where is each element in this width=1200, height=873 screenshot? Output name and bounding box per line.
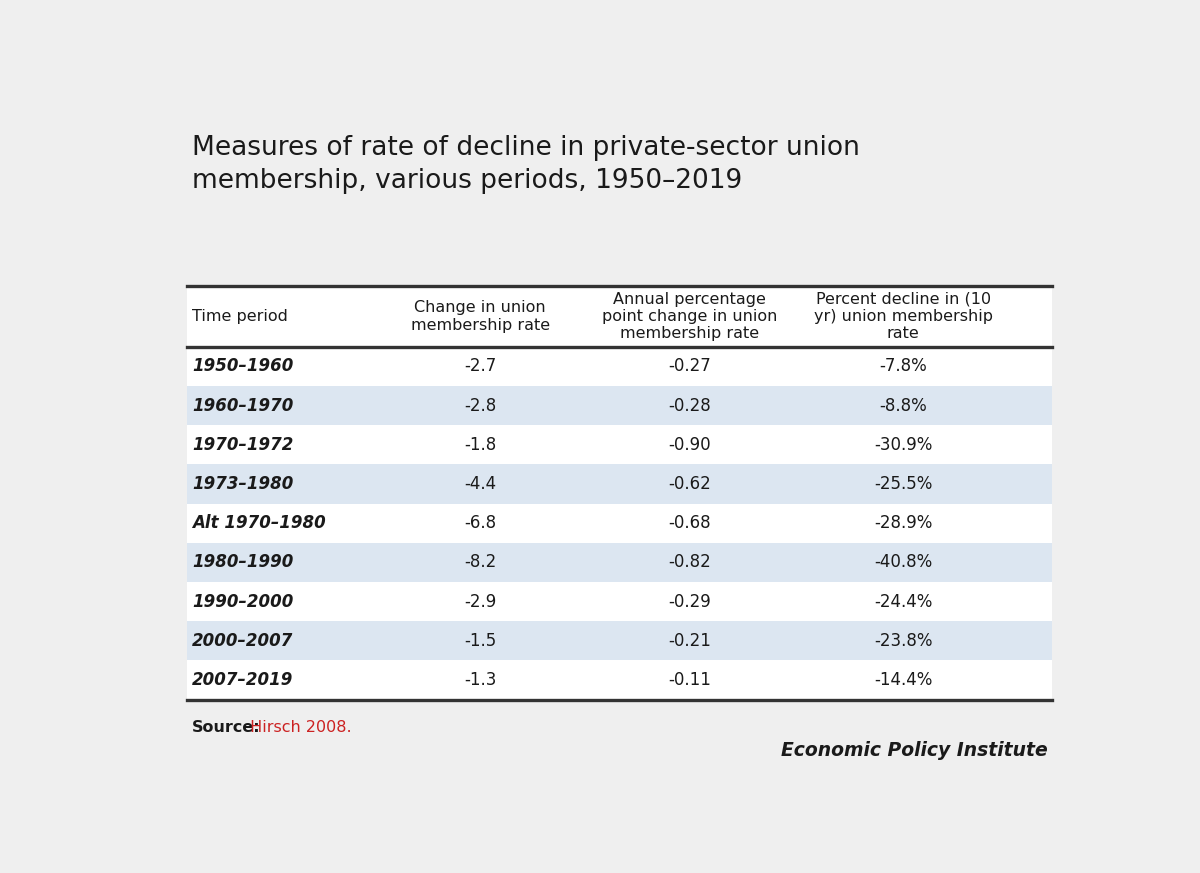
Text: -2.7: -2.7 [464, 357, 497, 375]
Text: -6.8: -6.8 [464, 514, 497, 533]
Text: Source:: Source: [192, 720, 260, 735]
Text: Time period: Time period [192, 309, 288, 324]
Text: 2007–2019: 2007–2019 [192, 671, 293, 689]
Bar [187, 543, 1052, 582]
Text: -0.11: -0.11 [668, 671, 710, 689]
Text: -1.3: -1.3 [464, 671, 497, 689]
Text: -2.9: -2.9 [464, 593, 497, 610]
Text: -23.8%: -23.8% [874, 632, 932, 650]
Text: -30.9%: -30.9% [874, 436, 932, 454]
Text: -0.82: -0.82 [668, 553, 710, 572]
Text: -0.21: -0.21 [668, 632, 710, 650]
Bar [187, 347, 1052, 699]
Text: 1960–1970: 1960–1970 [192, 396, 293, 415]
Text: -2.8: -2.8 [464, 396, 497, 415]
Text: Economic Policy Institute: Economic Policy Institute [781, 741, 1048, 760]
Bar [187, 464, 1052, 504]
Text: -1.8: -1.8 [464, 436, 497, 454]
Text: -0.29: -0.29 [668, 593, 710, 610]
Text: -0.68: -0.68 [668, 514, 710, 533]
Bar [187, 286, 1052, 347]
Text: -1.5: -1.5 [464, 632, 497, 650]
Text: -28.9%: -28.9% [874, 514, 932, 533]
Text: -0.27: -0.27 [668, 357, 710, 375]
Text: Percent decline in (10
yr) union membership
rate: Percent decline in (10 yr) union members… [814, 292, 992, 341]
Text: -40.8%: -40.8% [874, 553, 932, 572]
Text: 1950–1960: 1950–1960 [192, 357, 293, 375]
Text: -0.90: -0.90 [668, 436, 710, 454]
Text: Hirsch 2008.: Hirsch 2008. [245, 720, 352, 735]
Text: Annual percentage
point change in union
membership rate: Annual percentage point change in union … [601, 292, 778, 341]
Text: -4.4: -4.4 [464, 475, 497, 493]
Text: Change in union
membership rate: Change in union membership rate [410, 300, 550, 333]
Text: Alt 1970–1980: Alt 1970–1980 [192, 514, 325, 533]
Text: 1990–2000: 1990–2000 [192, 593, 293, 610]
Text: 1980–1990: 1980–1990 [192, 553, 293, 572]
Text: 1973–1980: 1973–1980 [192, 475, 293, 493]
Text: 2000–2007: 2000–2007 [192, 632, 293, 650]
Text: -0.28: -0.28 [668, 396, 710, 415]
Text: -14.4%: -14.4% [874, 671, 932, 689]
Text: -24.4%: -24.4% [874, 593, 932, 610]
Text: -8.8%: -8.8% [880, 396, 928, 415]
Bar [187, 622, 1052, 661]
Text: 1970–1972: 1970–1972 [192, 436, 293, 454]
Text: -0.62: -0.62 [668, 475, 710, 493]
Text: -25.5%: -25.5% [874, 475, 932, 493]
Text: -8.2: -8.2 [464, 553, 497, 572]
Text: -7.8%: -7.8% [880, 357, 928, 375]
Bar [187, 386, 1052, 425]
Text: Measures of rate of decline in private-sector union
membership, various periods,: Measures of rate of decline in private-s… [192, 135, 859, 194]
